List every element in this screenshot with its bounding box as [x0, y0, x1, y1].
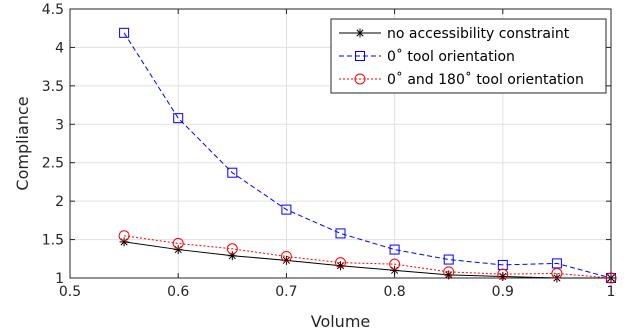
axes-box	[69, 8, 612, 279]
series-1-point	[444, 270, 454, 280]
series-2-point	[173, 113, 184, 124]
series-2-point	[443, 254, 454, 265]
series-2-point	[335, 228, 346, 239]
series-3-point	[118, 230, 130, 242]
y-tick-label: 3.5	[42, 79, 64, 95]
series-1-point	[227, 251, 237, 261]
series-2-point	[281, 204, 292, 215]
y-tick-label: 3	[55, 117, 64, 133]
legend-marker-1	[355, 28, 365, 38]
series-1-point	[119, 237, 129, 247]
y-tick-label: 2	[55, 194, 64, 210]
legend-box	[330, 18, 607, 94]
series-line-1	[124, 241, 611, 279]
x-tick-label: 0.6	[167, 284, 189, 300]
x-tick-label: 0.8	[383, 284, 405, 300]
y-axis-label: Compliance	[13, 96, 32, 190]
series-3-point	[226, 243, 238, 255]
series-line-3	[124, 235, 612, 279]
y-tick-label: 1	[55, 271, 64, 287]
series-1-point	[281, 255, 291, 265]
series-3-point	[443, 266, 455, 278]
series-2-point	[389, 244, 400, 255]
series-3-point	[335, 257, 346, 269]
series-1-point	[498, 271, 508, 281]
series-1-point	[173, 245, 183, 255]
series-3-point	[551, 267, 563, 279]
series-1-point	[336, 261, 345, 271]
series-3-point	[605, 272, 617, 284]
x-axis-label: Volume	[311, 312, 371, 331]
series-3-point	[280, 250, 292, 262]
series-line-2	[123, 32, 612, 279]
series-1-point	[390, 265, 400, 275]
x-tick-label: 1	[607, 284, 616, 300]
series-3-point	[172, 237, 184, 249]
x-tick-label: 0.7	[275, 284, 297, 300]
series-3-point	[389, 258, 401, 270]
legend-marker-2	[355, 51, 365, 61]
y-tick-label: 4.5	[42, 2, 64, 18]
y-tick-label: 2.5	[42, 156, 64, 172]
legend-marker-3	[354, 73, 366, 85]
legend-label-2: 0˚ tool orientation	[387, 48, 515, 65]
y-tick-label: 4	[55, 40, 64, 56]
series-2-point	[119, 27, 130, 38]
series-2-point	[227, 167, 238, 178]
y-tick-label: 1.5	[42, 233, 64, 249]
legend-label-3: 0˚ and 180˚ tool orientation	[387, 71, 584, 88]
series-3-point	[497, 268, 509, 280]
x-tick-label: 0.9	[492, 284, 514, 300]
legend-label-1: no accessibility constraint	[387, 26, 570, 42]
x-tick-label: 0.5	[59, 284, 81, 300]
